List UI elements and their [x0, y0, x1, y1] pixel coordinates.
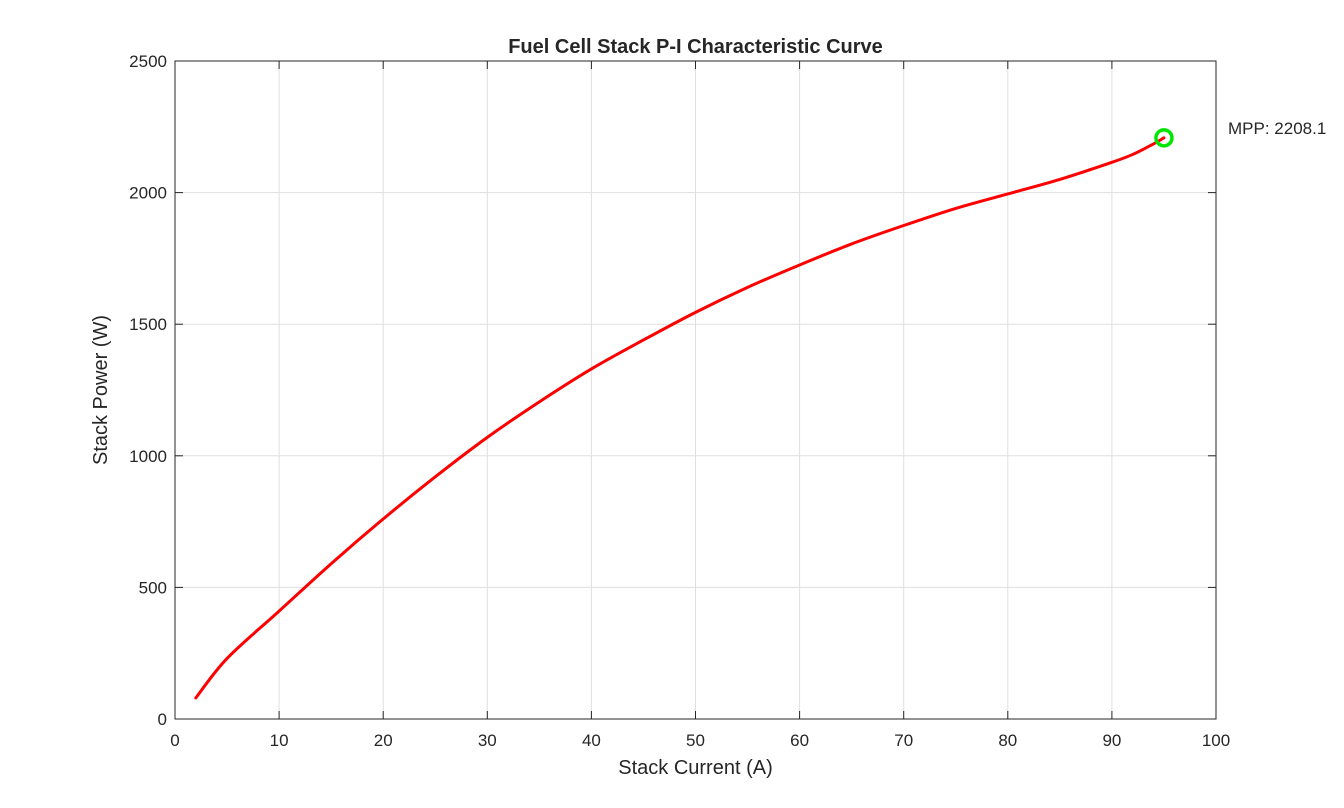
chart-title: Fuel Cell Stack P-I Characteristic Curve — [508, 36, 883, 58]
y-tick-label: 1000 — [129, 447, 167, 466]
x-tick-label: 0 — [170, 731, 179, 750]
ticks — [174, 60, 1217, 720]
x-tick-label: 90 — [1102, 731, 1121, 750]
x-tick-label: 70 — [894, 731, 913, 750]
y-tick-label: 0 — [158, 710, 167, 729]
series-line — [194, 136, 1166, 700]
x-tick-labels: 0 10 20 30 40 50 60 70 80 90 100 — [170, 731, 1230, 750]
x-tick-label: 10 — [270, 731, 289, 750]
y-tick-label: 500 — [139, 578, 167, 597]
x-tick-label: 40 — [582, 731, 601, 750]
x-tick-label: 60 — [790, 731, 809, 750]
y-tick-label: 2000 — [129, 184, 167, 203]
y-axis-label: Stack Power (W) — [90, 315, 112, 465]
y-tick-label: 2500 — [129, 52, 167, 71]
x-tick-label: 30 — [478, 731, 497, 750]
x-tick-label: 20 — [374, 731, 393, 750]
y-tick-labels: 0 500 1000 1500 2000 2500 — [129, 52, 167, 729]
mpp-marker — [1154, 128, 1174, 148]
mpp-annotation: MPP: 2208.1 — [1228, 119, 1326, 138]
series-layer — [194, 128, 1174, 700]
x-axis-label: Stack Current (A) — [618, 757, 772, 779]
x-tick-label: 50 — [686, 731, 705, 750]
x-tick-label: 80 — [998, 731, 1017, 750]
x-tick-label: 100 — [1202, 731, 1230, 750]
y-tick-label: 1500 — [129, 315, 167, 334]
